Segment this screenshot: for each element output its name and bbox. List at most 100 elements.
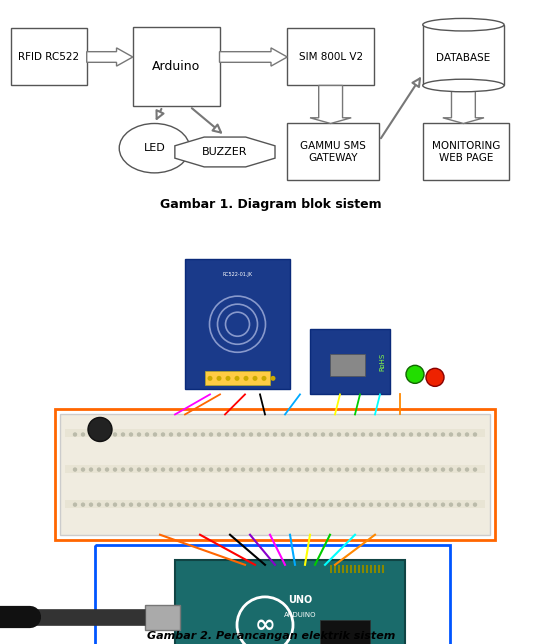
Circle shape xyxy=(113,468,117,471)
Text: MONITORING
WEB PAGE: MONITORING WEB PAGE xyxy=(432,141,500,163)
Circle shape xyxy=(210,433,212,436)
Circle shape xyxy=(266,433,268,436)
Circle shape xyxy=(138,433,140,436)
Circle shape xyxy=(289,468,293,471)
Text: BUZZER: BUZZER xyxy=(202,147,248,157)
Text: Gambar 1. Diagram blok sistem: Gambar 1. Diagram blok sistem xyxy=(160,198,382,211)
Circle shape xyxy=(434,433,436,436)
FancyBboxPatch shape xyxy=(423,24,504,86)
Circle shape xyxy=(362,468,365,471)
Circle shape xyxy=(393,433,397,436)
Circle shape xyxy=(370,503,372,506)
Circle shape xyxy=(74,503,76,506)
Circle shape xyxy=(466,433,468,436)
Circle shape xyxy=(410,468,412,471)
Circle shape xyxy=(145,433,149,436)
Circle shape xyxy=(466,468,468,471)
FancyBboxPatch shape xyxy=(185,259,290,390)
Circle shape xyxy=(313,433,317,436)
Ellipse shape xyxy=(423,19,504,31)
Circle shape xyxy=(177,433,180,436)
Circle shape xyxy=(274,433,276,436)
Circle shape xyxy=(193,433,197,436)
Circle shape xyxy=(130,433,132,436)
Circle shape xyxy=(425,433,429,436)
Text: LED: LED xyxy=(144,143,165,153)
Circle shape xyxy=(225,433,229,436)
FancyBboxPatch shape xyxy=(11,28,87,86)
Circle shape xyxy=(353,433,357,436)
Text: UNO: UNO xyxy=(288,595,312,605)
FancyBboxPatch shape xyxy=(342,565,344,573)
Text: ARDUINO: ARDUINO xyxy=(284,612,316,618)
Circle shape xyxy=(377,468,380,471)
Circle shape xyxy=(225,503,229,506)
Circle shape xyxy=(98,433,100,436)
Circle shape xyxy=(402,468,404,471)
Circle shape xyxy=(217,433,221,436)
Circle shape xyxy=(449,468,453,471)
Circle shape xyxy=(202,433,204,436)
Circle shape xyxy=(442,468,444,471)
Polygon shape xyxy=(443,86,484,124)
Circle shape xyxy=(162,468,165,471)
Circle shape xyxy=(257,433,261,436)
Circle shape xyxy=(253,376,257,381)
FancyBboxPatch shape xyxy=(145,605,180,630)
Text: RFID RC522: RFID RC522 xyxy=(18,52,79,62)
Circle shape xyxy=(457,433,461,436)
Circle shape xyxy=(406,365,424,383)
FancyBboxPatch shape xyxy=(133,26,220,106)
Circle shape xyxy=(81,468,85,471)
Circle shape xyxy=(362,503,365,506)
FancyBboxPatch shape xyxy=(330,354,365,376)
Circle shape xyxy=(121,503,125,506)
Circle shape xyxy=(106,503,108,506)
Circle shape xyxy=(281,468,285,471)
Circle shape xyxy=(370,468,372,471)
Circle shape xyxy=(338,433,340,436)
Circle shape xyxy=(330,503,332,506)
Circle shape xyxy=(457,503,461,506)
FancyBboxPatch shape xyxy=(350,565,352,573)
Circle shape xyxy=(202,503,204,506)
Circle shape xyxy=(234,433,236,436)
Circle shape xyxy=(162,503,165,506)
FancyBboxPatch shape xyxy=(65,464,485,473)
Circle shape xyxy=(162,433,165,436)
Circle shape xyxy=(425,468,429,471)
Circle shape xyxy=(121,433,125,436)
Circle shape xyxy=(98,468,100,471)
Circle shape xyxy=(393,503,397,506)
Circle shape xyxy=(338,503,340,506)
Circle shape xyxy=(298,433,300,436)
Circle shape xyxy=(330,468,332,471)
FancyBboxPatch shape xyxy=(60,415,490,535)
Circle shape xyxy=(216,376,222,381)
Circle shape xyxy=(434,468,436,471)
Circle shape xyxy=(145,503,149,506)
Circle shape xyxy=(306,433,308,436)
FancyBboxPatch shape xyxy=(374,565,376,573)
Circle shape xyxy=(417,503,421,506)
Circle shape xyxy=(353,503,357,506)
Circle shape xyxy=(377,433,380,436)
Circle shape xyxy=(113,503,117,506)
FancyBboxPatch shape xyxy=(0,219,542,644)
Circle shape xyxy=(89,503,93,506)
Circle shape xyxy=(242,433,244,436)
Circle shape xyxy=(88,417,112,442)
Circle shape xyxy=(177,503,180,506)
Circle shape xyxy=(225,376,230,381)
Circle shape xyxy=(321,433,325,436)
Circle shape xyxy=(242,503,244,506)
FancyBboxPatch shape xyxy=(370,565,372,573)
Circle shape xyxy=(193,503,197,506)
Circle shape xyxy=(298,503,300,506)
Circle shape xyxy=(138,468,140,471)
Circle shape xyxy=(402,433,404,436)
Circle shape xyxy=(402,503,404,506)
Circle shape xyxy=(202,468,204,471)
FancyBboxPatch shape xyxy=(320,620,370,644)
Circle shape xyxy=(270,376,275,381)
